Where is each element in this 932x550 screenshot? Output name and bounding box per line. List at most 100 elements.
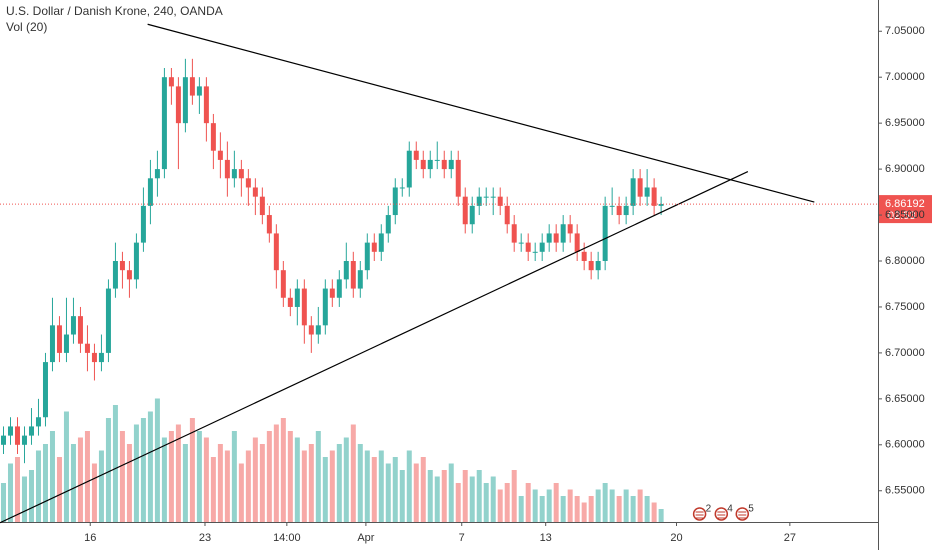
- volume-bar: [504, 483, 510, 522]
- y-tick-label: 6.85000: [885, 209, 925, 221]
- volume-bar: [406, 450, 412, 522]
- candle-body: [427, 159, 433, 170]
- candle-body: [322, 288, 328, 326]
- candle-body: [595, 261, 601, 271]
- candle-body: [189, 77, 195, 96]
- y-tick-label: 6.75000: [885, 301, 925, 313]
- volume-bar: [511, 470, 517, 522]
- candle-body: [490, 196, 496, 198]
- volume-bar: [7, 463, 13, 522]
- candle-body: [7, 426, 13, 436]
- x-tick-label: 14:00: [273, 532, 301, 544]
- volume-bar: [273, 424, 279, 522]
- volume-bar: [14, 457, 20, 522]
- volume-bar: [154, 398, 160, 522]
- candle-body: [273, 233, 279, 271]
- candle-body: [98, 352, 104, 363]
- candle-body: [399, 187, 405, 189]
- volume-bar: [630, 496, 636, 522]
- x-tick-label: 27: [784, 532, 796, 544]
- y-tick-label: 6.70000: [885, 347, 925, 359]
- volume-bar: [182, 444, 188, 522]
- trend-line: [0, 171, 749, 524]
- candle-body: [455, 159, 461, 197]
- candle-body: [350, 261, 356, 289]
- candle-body: [532, 251, 538, 253]
- y-tick-label: 6.80000: [885, 255, 925, 267]
- candle-body: [420, 159, 426, 170]
- volume-bar: [70, 444, 76, 522]
- volume-bar: [238, 463, 244, 522]
- candle-body: [588, 261, 594, 271]
- volume-bar: [133, 424, 139, 522]
- y-tick-label: 7.00000: [885, 71, 925, 83]
- candle-body: [91, 352, 97, 363]
- volume-bar: [378, 450, 384, 522]
- symbol-title: U.S. Dollar / Danish Krone, 240, OANDA: [6, 4, 223, 18]
- candle-body: [385, 215, 391, 234]
- volume-bar: [567, 489, 573, 522]
- volume-bar: [35, 450, 41, 522]
- volume-bar: [140, 418, 146, 522]
- volume-layer: [0, 398, 664, 522]
- volume-bar: [532, 489, 538, 522]
- volume-bar: [98, 450, 104, 522]
- volume-bar: [84, 431, 90, 522]
- x-tick-label: 16: [84, 532, 96, 544]
- x-tick-label: 23: [199, 532, 211, 544]
- volume-bar: [343, 437, 349, 522]
- volume-bar: [490, 476, 496, 522]
- candle-body: [567, 224, 573, 234]
- candle-body: [112, 261, 118, 289]
- event-count: 4: [727, 504, 733, 515]
- volume-bar: [497, 489, 503, 522]
- volume-bar: [385, 463, 391, 522]
- candle-body: [77, 316, 83, 344]
- volume-bar: [175, 424, 181, 522]
- candle-body: [441, 159, 447, 170]
- volume-bar: [161, 437, 167, 522]
- volume-bar: [196, 431, 202, 522]
- candle-body: [574, 233, 580, 252]
- volume-legend: Vol (20): [6, 20, 47, 34]
- candle-body: [308, 325, 314, 335]
- candle-body: [252, 187, 258, 197]
- volume-bar: [518, 496, 524, 522]
- volume-bar: [546, 489, 552, 522]
- event-icon-stripes: [738, 511, 747, 519]
- volume-bar: [245, 450, 251, 522]
- candle-body: [581, 251, 587, 261]
- volume-bar: [623, 489, 629, 522]
- candle-body: [231, 169, 237, 179]
- volume-bar: [658, 509, 664, 522]
- volume-bar: [455, 483, 461, 522]
- volume-bar: [364, 450, 370, 522]
- event-icon-stripes: [695, 511, 704, 519]
- candle-body: [616, 205, 622, 216]
- volume-bar: [21, 476, 27, 522]
- volume-bar: [63, 411, 69, 522]
- volume-bar: [126, 444, 132, 522]
- volume-bar: [0, 483, 6, 522]
- volume-bar: [224, 450, 230, 522]
- volume-bar: [595, 489, 601, 522]
- volume-bar: [581, 502, 587, 522]
- volume-bar: [294, 437, 300, 522]
- event-icon: [692, 507, 707, 521]
- y-tick-label: 7.05000: [885, 25, 925, 37]
- candle-body: [161, 77, 167, 170]
- volume-bar: [56, 457, 62, 522]
- candle-body: [504, 205, 510, 225]
- volume-bar: [210, 457, 216, 522]
- candle-body: [546, 233, 552, 243]
- candle-body: [238, 169, 244, 179]
- candle-body: [329, 288, 335, 298]
- volume-bar: [189, 418, 195, 522]
- volume-bar: [287, 431, 293, 522]
- volume-bar: [560, 496, 566, 522]
- candle-body: [434, 159, 440, 161]
- volume-bar: [231, 431, 237, 522]
